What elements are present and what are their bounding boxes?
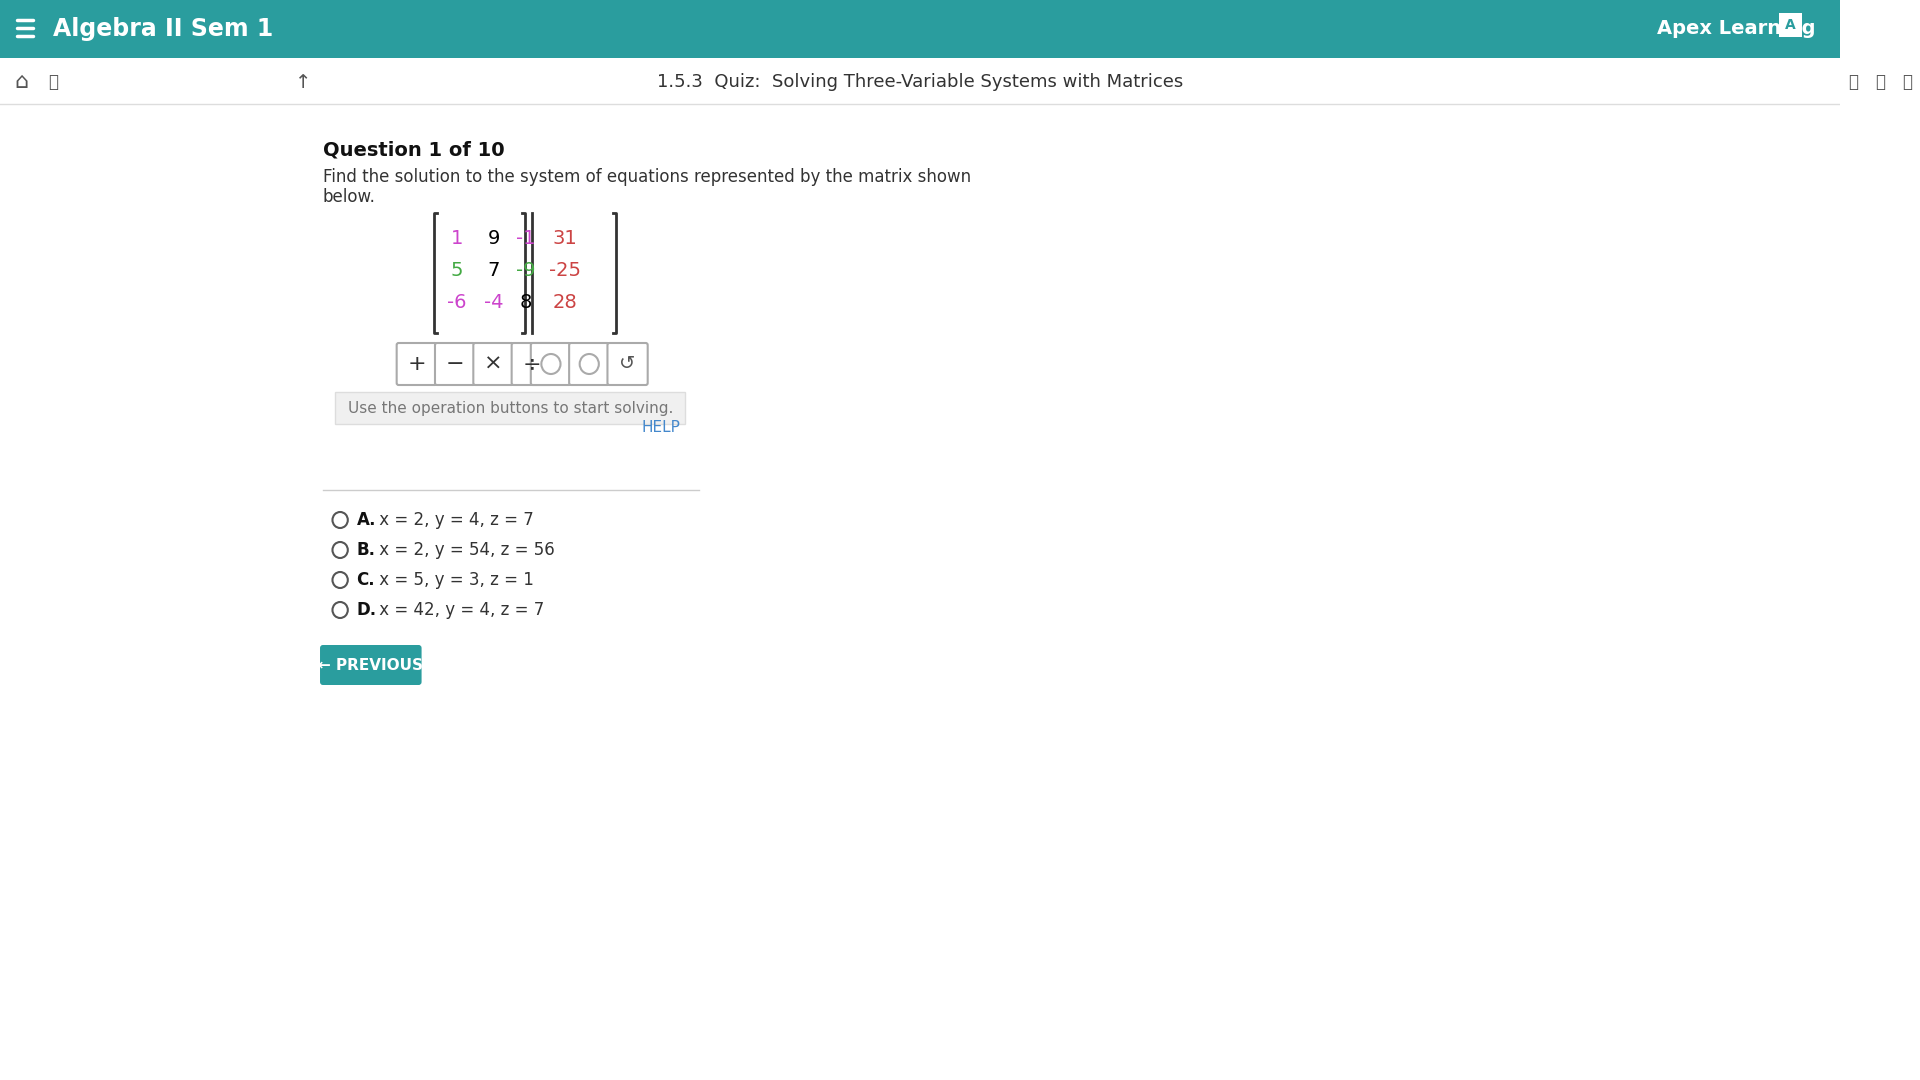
- Text: ⌂: ⌂: [13, 72, 29, 92]
- Text: Algebra II Sem 1: Algebra II Sem 1: [52, 17, 273, 41]
- Text: x = 2, y = 4, z = 7: x = 2, y = 4, z = 7: [374, 511, 534, 529]
- Text: -25: -25: [549, 260, 582, 280]
- Text: x = 5, y = 3, z = 1: x = 5, y = 3, z = 1: [374, 571, 534, 589]
- Text: −: −: [445, 354, 465, 374]
- Text: 👤: 👤: [1874, 73, 1885, 91]
- Text: 1.5.3  Quiz:  Solving Three-Variable Systems with Matrices: 1.5.3 Quiz: Solving Three-Variable Syste…: [657, 73, 1183, 91]
- FancyBboxPatch shape: [336, 392, 685, 424]
- Text: 31: 31: [553, 229, 578, 247]
- Text: below.: below.: [323, 188, 376, 206]
- Text: 文: 文: [1849, 73, 1859, 91]
- Text: A.: A.: [357, 511, 376, 529]
- FancyBboxPatch shape: [0, 0, 1839, 58]
- Text: B.: B.: [357, 541, 376, 559]
- FancyBboxPatch shape: [397, 343, 438, 384]
- FancyBboxPatch shape: [568, 343, 609, 384]
- FancyBboxPatch shape: [436, 343, 476, 384]
- FancyBboxPatch shape: [38, 66, 65, 94]
- Text: ↺: ↺: [620, 354, 636, 374]
- Text: 7: 7: [488, 260, 499, 280]
- FancyBboxPatch shape: [474, 343, 513, 384]
- FancyBboxPatch shape: [511, 343, 551, 384]
- FancyBboxPatch shape: [607, 343, 647, 384]
- Text: HELP: HELP: [641, 420, 680, 435]
- FancyBboxPatch shape: [8, 66, 35, 94]
- FancyBboxPatch shape: [0, 58, 1839, 104]
- Text: 5: 5: [451, 260, 463, 280]
- Text: Question 1 of 10: Question 1 of 10: [323, 140, 505, 159]
- Text: -9: -9: [516, 260, 536, 280]
- Text: -1: -1: [516, 229, 536, 247]
- Text: D.: D.: [357, 600, 376, 619]
- Text: 8: 8: [520, 293, 532, 311]
- Text: 1: 1: [451, 229, 463, 247]
- Text: 🖨: 🖨: [1901, 73, 1912, 91]
- Text: +: +: [407, 354, 426, 374]
- FancyBboxPatch shape: [321, 645, 422, 685]
- Text: Find the solution to the system of equations represented by the matrix shown: Find the solution to the system of equat…: [323, 168, 972, 186]
- FancyBboxPatch shape: [1780, 13, 1803, 37]
- Text: -4: -4: [484, 293, 503, 311]
- Text: x = 42, y = 4, z = 7: x = 42, y = 4, z = 7: [374, 600, 543, 619]
- Text: 🔖: 🔖: [48, 73, 58, 91]
- Text: ×: ×: [484, 354, 503, 374]
- Text: ← PREVIOUS: ← PREVIOUS: [319, 658, 422, 673]
- Text: Apex Learning: Apex Learning: [1657, 19, 1816, 39]
- Text: ÷: ÷: [522, 354, 541, 374]
- Text: 28: 28: [553, 293, 578, 311]
- Text: -6: -6: [447, 293, 467, 311]
- Text: 9: 9: [488, 229, 499, 247]
- Text: C.: C.: [357, 571, 374, 589]
- Text: ↑: ↑: [294, 72, 311, 92]
- FancyBboxPatch shape: [530, 343, 570, 384]
- Text: x = 2, y = 54, z = 56: x = 2, y = 54, z = 56: [374, 541, 555, 559]
- Text: Use the operation buttons to start solving.: Use the operation buttons to start solvi…: [348, 401, 674, 416]
- Text: A: A: [1786, 18, 1795, 32]
